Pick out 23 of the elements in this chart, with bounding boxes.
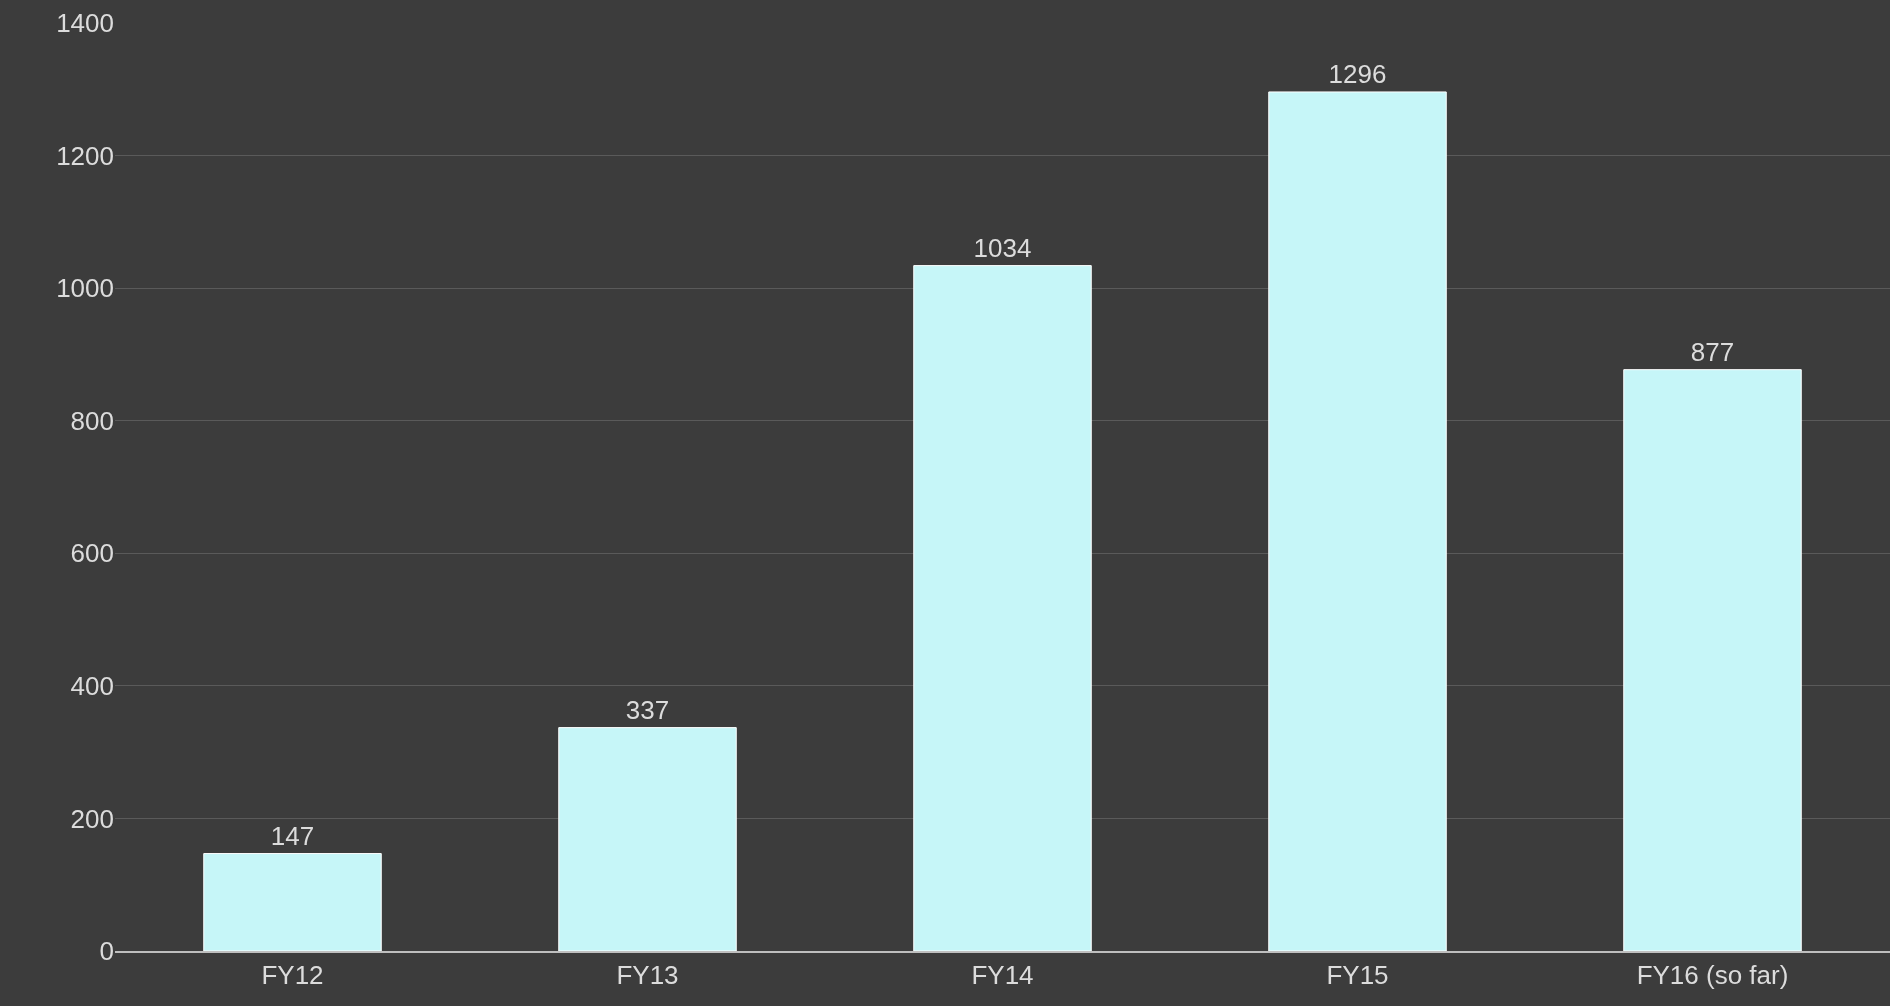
data-label: 337 [625, 694, 670, 725]
x-tick-label: FY14 [971, 960, 1034, 991]
y-tick-label: 400 [70, 670, 114, 701]
x-tick-label: FY15 [1326, 960, 1389, 991]
data-label: 1296 [1328, 58, 1387, 89]
data-label: 147 [270, 820, 315, 851]
data-label: 1034 [973, 232, 1032, 263]
x-tick-label: FY16 (so far) [1636, 960, 1789, 991]
data-label: 877 [1690, 336, 1735, 367]
bar [203, 853, 382, 951]
y-tick-label: 600 [70, 538, 114, 569]
bar [558, 727, 737, 951]
x-tick-label: FY12 [261, 960, 324, 991]
bar [1623, 369, 1802, 951]
bar [1268, 91, 1447, 951]
y-tick-label: 0 [99, 936, 114, 967]
y-tick-label: 1000 [56, 273, 114, 304]
y-tick-label: 800 [70, 405, 114, 436]
bar [913, 265, 1092, 951]
x-tick-label: FY13 [616, 960, 679, 991]
y-tick-label: 200 [70, 803, 114, 834]
y-tick-label: 1200 [56, 140, 114, 171]
y-tick-label: 1400 [56, 8, 114, 39]
